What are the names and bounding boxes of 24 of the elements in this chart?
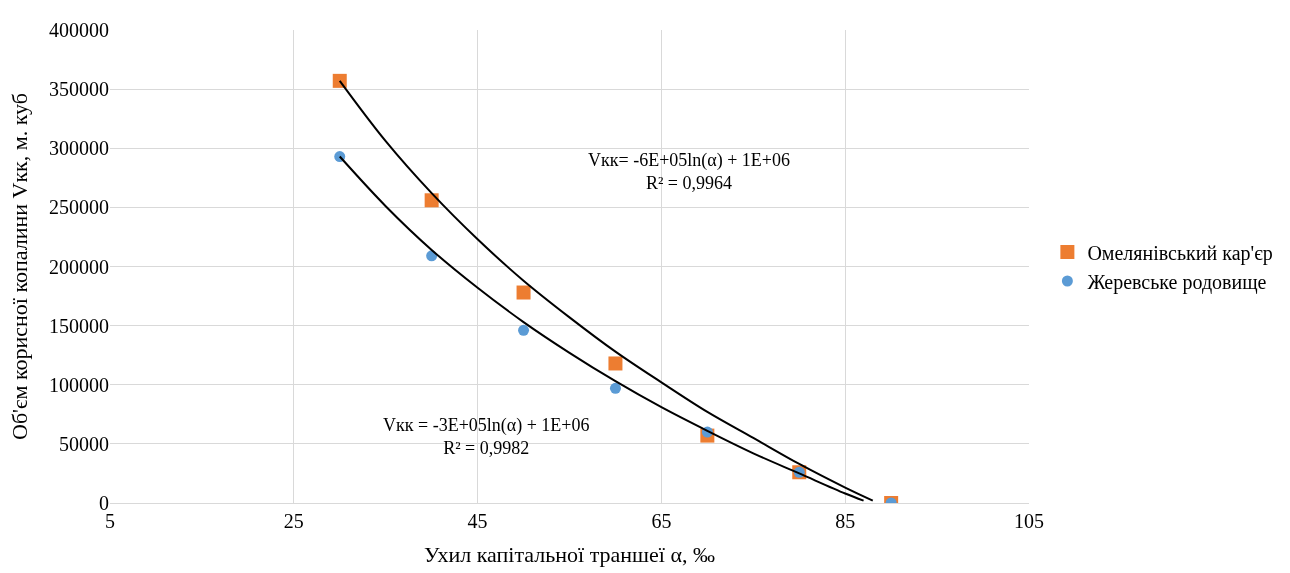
x-tick-label: 45 — [467, 510, 488, 532]
x-tick-label: 25 — [283, 510, 304, 532]
point — [608, 356, 623, 371]
y-tick-label: 150000 — [49, 314, 109, 337]
y-tick-label: 100000 — [49, 373, 109, 396]
annotation: Vкк = -3E+05ln(α) + 1E+06 R² = 0,9982 — [383, 415, 590, 459]
x-tick-label: 85 — [835, 510, 856, 532]
y-tick-label: 400000 — [49, 19, 109, 41]
point — [609, 382, 621, 394]
annotation: Vкк= -6E+05ln(α) + 1E+06 R² = 0,9964 — [588, 150, 790, 194]
x-tick-label: 65 — [651, 510, 672, 532]
y-tick-label: 50000 — [59, 432, 109, 455]
x-axis-title: Ухил капітальної траншеї α, ‰ — [424, 541, 715, 567]
y-tick-label: 250000 — [49, 196, 109, 219]
y-axis-title: Об'єм корисної копалини Vкк, м. куб — [6, 93, 32, 440]
legend-label: Омелянівський кар'єр — [1087, 241, 1273, 265]
point — [516, 285, 531, 300]
y-tick-label: 200000 — [49, 255, 109, 278]
legend-label: Жеревське родовище — [1087, 270, 1267, 294]
x-tick-label: 105 — [1014, 510, 1044, 532]
point — [518, 324, 530, 336]
y-tick-label: 350000 — [49, 78, 109, 101]
y-tick-label: 300000 — [49, 137, 109, 160]
point — [332, 73, 347, 88]
